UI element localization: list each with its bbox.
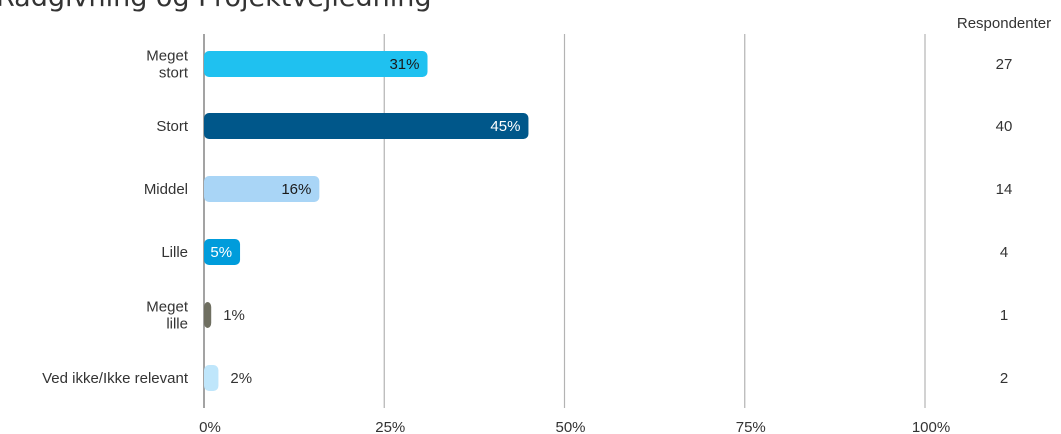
respondent-count: 14	[996, 181, 1013, 198]
category-label: lille	[166, 316, 188, 333]
category-label: Meget	[146, 299, 189, 316]
x-tick-label: 50%	[555, 419, 585, 434]
x-tick-label: 25%	[375, 419, 405, 434]
category-label: stort	[159, 65, 189, 82]
bar	[204, 113, 529, 139]
respondent-count: 4	[1000, 244, 1008, 261]
value-label: 5%	[210, 244, 232, 261]
value-label: 31%	[389, 56, 419, 73]
respondent-count: 1	[1000, 307, 1008, 324]
value-label: 16%	[281, 181, 311, 198]
bar	[204, 365, 219, 391]
bars	[204, 51, 529, 391]
bar	[204, 51, 428, 77]
x-tick-label: 100%	[912, 419, 950, 434]
category-label: Middel	[144, 181, 188, 198]
category-label: Lille	[161, 244, 188, 261]
chart-title: Rådgivning og Projektvejledning	[0, 0, 432, 13]
value-label: 45%	[490, 118, 520, 135]
x-tick-label: 75%	[736, 419, 766, 434]
respondent-count: 2	[1000, 370, 1008, 387]
category-label: Stort	[156, 118, 189, 135]
bar	[204, 239, 241, 265]
bar	[204, 302, 212, 328]
x-tick-label: 0%	[199, 419, 221, 434]
value-label: 2%	[230, 370, 252, 387]
respondents-header: Respondenter	[957, 15, 1051, 32]
bar	[204, 176, 320, 202]
category-label: Ved ikke/Ikke relevant	[42, 370, 189, 387]
respondent-count: 27	[996, 56, 1013, 73]
category-label: Meget	[146, 48, 189, 65]
respondent-count: 40	[996, 118, 1013, 135]
value-label: 1%	[223, 307, 245, 324]
grid-lines	[203, 34, 926, 408]
